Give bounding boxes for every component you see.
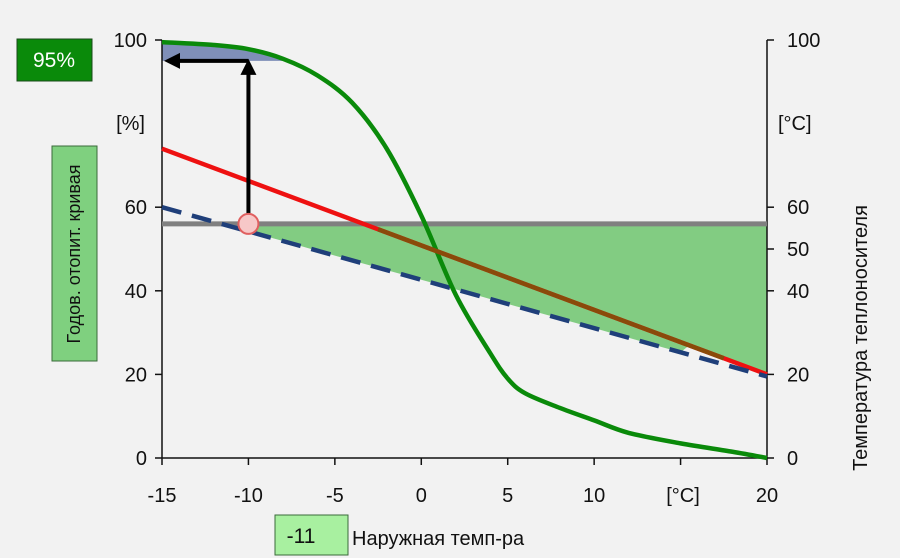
series-line-overlap bbox=[377, 227, 725, 361]
result-badge-text: 95% bbox=[33, 49, 75, 72]
x-tick-label: -5 bbox=[326, 485, 344, 507]
left-y-tick-label: 60 bbox=[125, 197, 147, 219]
axes bbox=[155, 39, 774, 465]
x-tick-label: -15 bbox=[148, 485, 177, 507]
right-y-axis-unit: [°C] bbox=[778, 113, 812, 135]
left-y-tick-label: 40 bbox=[125, 281, 147, 303]
right-y-tick-label: 40 bbox=[787, 281, 809, 303]
result-badge: 95% bbox=[16, 38, 93, 82]
x-axis-unit: [°C] bbox=[666, 485, 700, 507]
x-input-badge[interactable]: -11 bbox=[274, 514, 349, 556]
right-y-tick-label: 60 bbox=[787, 197, 809, 219]
right-y-axis-title: Температура теплоносителя bbox=[850, 205, 872, 471]
x-axis-title: Наружная темп-ра bbox=[352, 528, 525, 550]
x-tick-label: 10 bbox=[583, 485, 605, 507]
annotations bbox=[164, 52, 260, 235]
right-y-tick-label: 100 bbox=[787, 30, 820, 52]
series-line-dashed-curve bbox=[161, 205, 768, 379]
vertical-label-text: Годов. отопит. кривая bbox=[64, 164, 84, 343]
x-tick-label: 5 bbox=[502, 485, 513, 507]
arrow-head-up bbox=[240, 58, 257, 75]
blue-fill-area bbox=[162, 42, 292, 61]
vertical-label-badge: Годов. отопит. кривая bbox=[51, 145, 98, 362]
x-tick-label: 20 bbox=[756, 485, 778, 507]
right-y-tick-label: 50 bbox=[787, 239, 809, 261]
left-y-tick-label: 100 bbox=[114, 30, 147, 52]
left-y-tick-label: 0 bbox=[136, 448, 147, 470]
right-y-tick-label: 20 bbox=[787, 364, 809, 386]
left-y-axis-unit: [%] bbox=[116, 113, 145, 135]
right-y-tick-label: 0 bbox=[787, 448, 798, 470]
x-input-badge-text: -11 bbox=[287, 525, 316, 548]
arrow-head-left bbox=[164, 52, 180, 69]
series-line-cumulative bbox=[161, 39, 768, 461]
green-fill-area bbox=[248, 223, 767, 375]
series-lines bbox=[161, 39, 768, 461]
tick-labels: 0 20 40 60 100 0 20 40 50 60 100 -15 -10 -5 0 5 10 20 bbox=[114, 30, 821, 507]
marker-point bbox=[237, 212, 260, 235]
fill-areas bbox=[162, 42, 767, 375]
x-tick-label: -10 bbox=[234, 485, 263, 507]
left-y-tick-label: 20 bbox=[125, 364, 147, 386]
x-tick-label: 0 bbox=[416, 485, 427, 507]
